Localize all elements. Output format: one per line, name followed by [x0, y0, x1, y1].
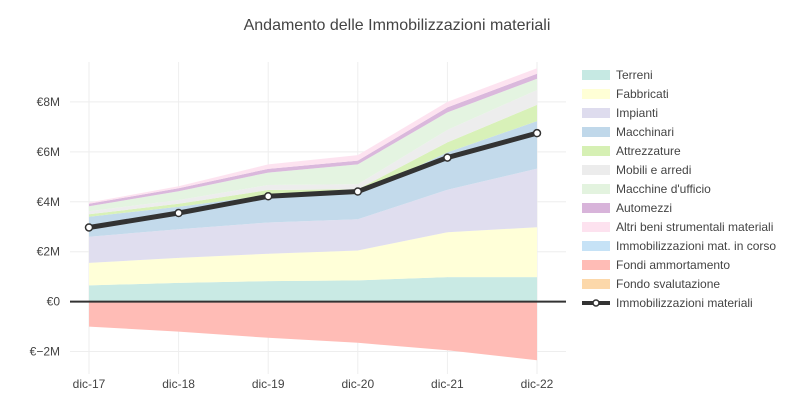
total-line-layer — [84, 128, 542, 232]
legend-label: Terreni — [616, 68, 653, 82]
x-tick-label: dic-17 — [73, 377, 106, 391]
legend-label: Immobilizzazioni mat. in corso — [616, 239, 776, 253]
legend-label: Fondo svalutazione — [616, 277, 720, 291]
legend-label: Macchine d'ufficio — [616, 182, 711, 196]
area-fondi-ammortamento — [89, 301, 537, 361]
area-impianti — [89, 168, 537, 263]
legend-item-impianti[interactable]: Impianti — [582, 106, 658, 120]
legend-label: Macchinari — [616, 125, 674, 139]
legend-label: Impianti — [616, 106, 658, 120]
legend-swatch — [582, 70, 610, 80]
total-line-point[interactable] — [174, 208, 183, 218]
legend-label: Fabbricati — [616, 87, 669, 101]
total-line-point[interactable] — [263, 192, 273, 201]
legend-item-fondo-svalutazione[interactable]: Fondo svalutazione — [582, 277, 720, 291]
legend-item-fondi-ammortamento[interactable]: Fondi ammortamento — [582, 258, 730, 272]
legend-label: Mobili e arredi — [616, 163, 691, 177]
area-mobili-e-arredi — [89, 89, 537, 215]
y-tick-label: €8M — [37, 95, 60, 109]
legend-label: Automezzi — [616, 201, 672, 215]
x-tick-label: dic-18 — [162, 377, 195, 391]
legend-swatch — [582, 127, 610, 137]
legend-marker — [592, 299, 600, 307]
y-tick-label: €−2M — [30, 345, 60, 359]
legend-swatch — [582, 241, 610, 251]
legend-swatch — [582, 89, 610, 99]
area-terreni — [89, 277, 537, 302]
y-tick-label: €4M — [37, 195, 60, 209]
legend-item-automezzi[interactable]: Automezzi — [582, 201, 672, 215]
total-line-point[interactable] — [532, 128, 542, 138]
legend-swatch — [582, 165, 610, 175]
chart-title: Andamento delle Immobilizzazioni materia… — [244, 17, 551, 34]
legend-item-fabbricati[interactable]: Fabbricati — [582, 87, 669, 101]
legend-item-macchinari[interactable]: Macchinari — [582, 125, 674, 139]
legend-item-altri-beni-strumentali-materiali[interactable]: Altri beni strumentali materiali — [582, 220, 773, 234]
x-tick-label: dic-19 — [252, 377, 285, 391]
legend-item-macchine-d-ufficio[interactable]: Macchine d'ufficio — [582, 182, 711, 196]
x-tick-label: dic-22 — [521, 377, 554, 391]
y-tick-label: €0 — [47, 295, 61, 309]
area-fabbricati — [89, 227, 537, 286]
total-line-point[interactable] — [353, 187, 363, 196]
legend: Terreni Fabbricati Impianti Macchinari Attre… — [582, 68, 776, 310]
legend-swatch — [582, 203, 610, 213]
legend-item-immobilizzazioni-materiali[interactable]: Immobilizzazioni materiali — [582, 296, 753, 310]
legend-swatch — [582, 260, 610, 270]
legend-swatch — [582, 279, 610, 289]
x-tick-label: dic-20 — [341, 377, 374, 391]
legend-item-attrezzature[interactable]: Attrezzature — [582, 144, 681, 158]
total-line — [88, 130, 538, 230]
y-axis-ticks: €−2M €0 €2M €4M €6M €8M — [30, 95, 61, 359]
legend-item-mobili-e-arredi[interactable]: Mobili e arredi — [582, 163, 691, 177]
y-tick-label: €2M — [37, 245, 60, 259]
total-line-point[interactable] — [443, 153, 452, 162]
legend-item-immobilizzazioni-mat-in-corso[interactable]: Immobilizzazioni mat. in corso — [582, 239, 776, 253]
x-tick-label: dic-21 — [431, 377, 464, 391]
legend-label: Attrezzature — [616, 144, 681, 158]
legend-label: Altri beni strumentali materiali — [616, 220, 773, 234]
x-axis-ticks: dic-17 dic-18 dic-19 dic-20 dic-21 dic-22 — [73, 377, 554, 391]
legend-label: Fondi ammortamento — [616, 258, 730, 272]
legend-swatch — [582, 146, 610, 156]
legend-swatch — [582, 108, 610, 118]
legend-swatch — [582, 222, 610, 232]
y-tick-label: €6M — [37, 145, 60, 159]
legend-swatch — [582, 184, 610, 194]
legend-item-terreni[interactable]: Terreni — [582, 68, 653, 82]
total-line-point[interactable] — [84, 223, 94, 232]
legend-label: Immobilizzazioni materiali — [616, 296, 753, 310]
